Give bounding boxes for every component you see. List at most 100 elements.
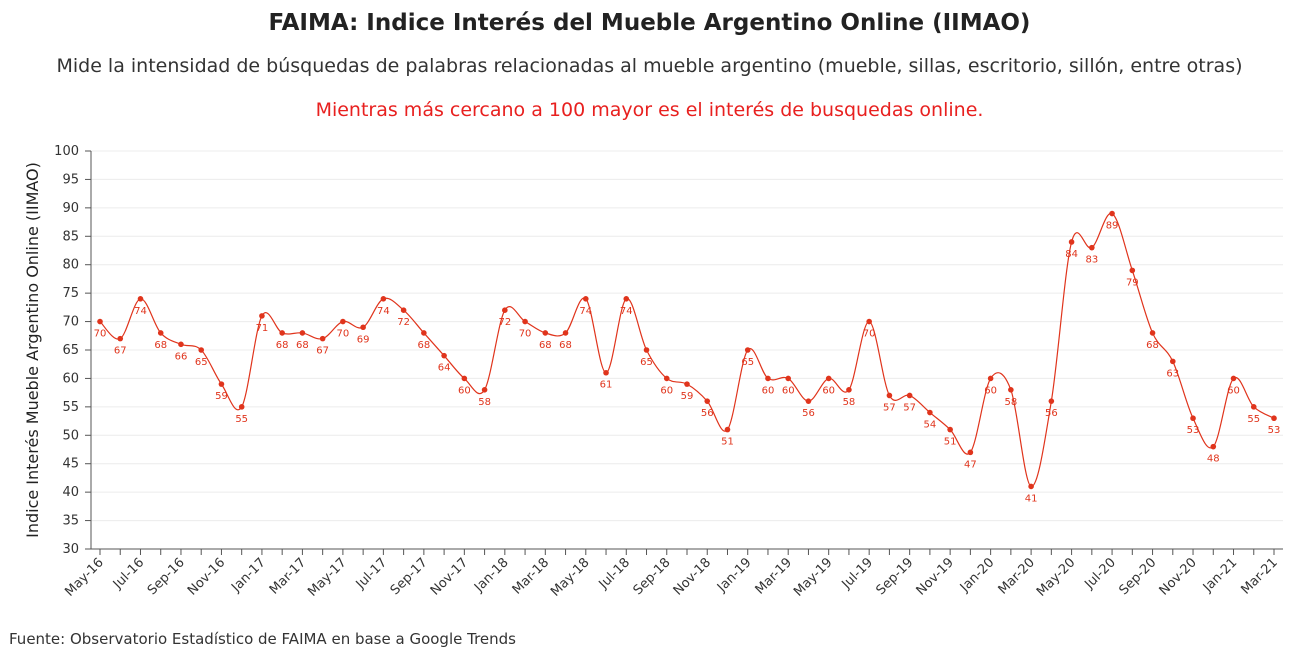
data-point [825,375,832,382]
data-label: 55 [1247,414,1260,425]
data-label: 60 [762,385,775,396]
data-point [360,324,366,331]
y-tick-label: 65 [62,343,79,358]
data-label: 68 [296,340,309,351]
data-label: 67 [316,346,329,357]
x-tick-label: Jul-17 [353,555,390,592]
data-label: 60 [782,385,795,396]
y-axis-title: Indice Interés Mueble Argentino Online (… [23,162,42,538]
data-label: 56 [1045,408,1058,419]
data-label: 53 [1187,425,1200,436]
data-point [299,330,306,336]
data-point [400,307,407,314]
y-tick-label: 35 [62,514,79,529]
data-label: 64 [438,363,451,374]
chart-subtitle: Mide la intensidad de búsquedas de palab… [56,55,1243,77]
data-label: 56 [802,408,815,419]
x-tick-label: Mar-21 [1238,555,1280,597]
data-label: 58 [478,397,491,408]
data-point [1089,244,1095,251]
data-label: 63 [1166,368,1179,379]
data-point [906,392,913,399]
data-point [582,296,589,302]
data-point [421,330,427,336]
x-tick-label: Jan-21 [1200,555,1241,596]
data-point [157,330,164,336]
data-label: 60 [458,385,471,396]
data-point [643,347,650,353]
data-label: 65 [741,357,754,368]
data-label: 70 [519,329,532,340]
x-tick-label: Sep-20 [1116,555,1159,598]
chart-title: FAIMA: Indice Interés del Mueble Argenti… [268,10,1031,36]
data-point [279,330,285,336]
data-point [927,409,933,416]
data-point [663,375,670,382]
y-tick-label: 85 [62,229,79,244]
data-point [603,369,609,376]
x-tick-label: Mar-20 [996,555,1038,597]
data-point [218,381,225,387]
x-tick-label: Jan-20 [957,555,998,596]
data-label: 84 [1065,249,1078,260]
data-point [765,375,771,382]
data-label: 74 [620,306,633,317]
data-point [117,335,124,342]
data-label: 74 [377,306,390,317]
data-point [461,375,468,382]
data-point [744,347,751,353]
x-tick-label: Jul-20 [1081,555,1118,592]
y-axis: 30 35 40 45 50 55 60 65 70 75 80 85 90 95 100 [54,144,92,557]
data-point [522,318,528,325]
y-tick-label: 40 [62,485,79,500]
data-label: 68 [417,340,430,351]
x-tick-label: May-19 [791,555,835,599]
data-point [805,398,812,404]
data-point [562,330,569,336]
data-label: 74 [579,306,592,317]
data-point [704,398,711,404]
data-point [1250,404,1257,410]
data-point [340,318,346,325]
x-tick-label: Jan-17 [228,555,269,596]
data-label: 60 [1227,385,1240,396]
x-tick-label: Mar-19 [753,555,795,597]
data-point [1129,267,1136,274]
data-point [1008,387,1014,393]
x-tick-label: Nov-16 [185,555,228,598]
data-label: 58 [1004,397,1017,408]
data-label: 68 [559,340,572,351]
x-tick-label: Jul-19 [839,555,876,592]
data-point [1048,398,1055,404]
data-point [724,426,731,433]
data-label: 58 [843,397,856,408]
data-label: 69 [357,334,370,345]
data-point [441,352,447,359]
x-tick-label: Mar-18 [510,555,552,597]
data-point [623,296,630,302]
data-label: 68 [154,340,167,351]
x-tick-label: Jul-16 [110,555,147,592]
data-point [1109,210,1115,217]
data-point [785,375,792,382]
x-tick-label: May-20 [1034,555,1078,599]
data-label: 68 [1146,340,1159,351]
x-tick-label: Sep-19 [874,555,917,598]
data-label: 72 [397,317,410,328]
data-label: 65 [640,357,653,368]
chart-note: Mientras más cercano a 100 mayor es el i… [315,99,984,121]
data-point [1210,443,1217,450]
data-label: 61 [600,380,613,391]
y-tick-label: 45 [62,457,79,472]
data-label: 60 [660,385,673,396]
data-label: 83 [1085,255,1098,266]
x-tick-label: Jul-18 [596,555,633,592]
data-point [967,449,974,456]
data-label: 68 [539,340,552,351]
x-tick-label: May-16 [62,555,106,599]
data-point [866,318,872,325]
data-point [178,341,184,348]
data-point [1230,375,1237,382]
x-tick-label: Sep-17 [388,555,431,598]
